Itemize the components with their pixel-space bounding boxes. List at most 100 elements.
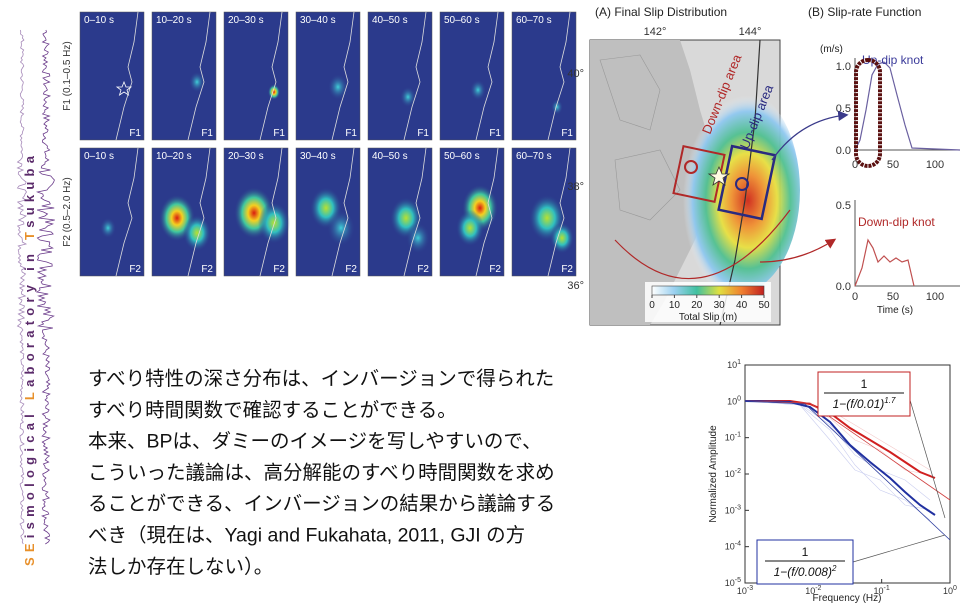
slip-blob: [189, 72, 205, 93]
tick-exp: -2: [735, 468, 741, 475]
tick-exp: -4: [735, 541, 741, 548]
lon-label: 142°: [644, 26, 667, 38]
lab-name-part: ismological: [22, 405, 37, 538]
tick-label: 10-1: [725, 432, 741, 443]
unit: (m/s): [820, 44, 843, 55]
tick-base: 10: [725, 469, 735, 479]
panel-tag: F1: [273, 128, 285, 139]
lab-name-part: aboratory in: [22, 245, 37, 387]
panel-tag: F2: [489, 264, 501, 275]
colorbar-tick-label: 40: [736, 300, 748, 311]
tick-exp: 0: [953, 585, 957, 592]
window-label: 60–70 s: [516, 151, 552, 162]
tick-label: 10-3: [725, 504, 741, 515]
tick-base: 10: [725, 578, 735, 588]
window-label: 10–20 s: [156, 151, 192, 162]
window-label: 30–40 s: [300, 151, 336, 162]
formula-denominator: 1−(f/0.008)2: [774, 564, 837, 579]
panel-tag: F2: [273, 264, 285, 275]
axes: [855, 58, 960, 150]
window-label: 60–70 s: [516, 15, 552, 26]
panel-tag: F2: [129, 264, 141, 275]
body-text: すべり特性の深さ分布は、インバージョンで得られたすべり時間関数で確認することがで…: [88, 368, 555, 578]
window-label: 50–60 s: [444, 151, 480, 162]
denominator: 1−(f/0.008): [774, 565, 832, 579]
tick-base: 10: [943, 586, 953, 596]
panel: [296, 12, 360, 140]
up-dip-curve: [855, 62, 960, 150]
slide: SEismological Laboratory in Tsukuba F1 (…: [0, 0, 971, 606]
colorbar-tick-label: 10: [669, 300, 681, 311]
panel-tag: F1: [561, 128, 573, 139]
colorbar-tick-label: 0: [649, 300, 655, 311]
panel-tag: F1: [345, 128, 357, 139]
x-tick-label: 0: [852, 159, 858, 171]
body-line: べき（現在は、Yagi and Fukahata, 2011, GJI の方: [88, 525, 525, 547]
slip-map: (A) Final Slip Distribution 142° 144° Do…: [567, 5, 800, 325]
lab-name-part: T: [22, 232, 37, 240]
x-axis-label: Frequency (Hz): [813, 593, 882, 604]
tick-exp: -3: [735, 504, 741, 511]
x-tick-label: 0: [852, 291, 858, 303]
lat-label: 40°: [567, 68, 584, 80]
slip-blob: [551, 99, 563, 115]
tick-base: 10: [727, 360, 737, 370]
row-label: F2 (0.5–2.0 Hz): [62, 177, 73, 246]
body-line: 法しか存在しない）。: [88, 556, 273, 578]
lat-label: 38°: [567, 181, 584, 193]
lab-name-part: L: [22, 392, 37, 400]
y-tick-label: 0.0: [836, 145, 851, 157]
x-tick-label: 50: [887, 291, 899, 303]
tick-label: 100: [727, 395, 741, 406]
tick-base: 10: [727, 396, 737, 406]
slip-blob: [183, 215, 211, 251]
tick-exp: -2: [815, 585, 821, 592]
panel-tag: F1: [129, 128, 141, 139]
formula-numerator: 1: [802, 545, 809, 559]
tick-label: 10-2: [725, 468, 741, 479]
y-tick-label: 0.5: [836, 103, 851, 115]
window-label: 30–40 s: [300, 15, 336, 26]
axes: [855, 200, 960, 286]
panel: [224, 12, 288, 140]
panel-tag: F2: [417, 264, 429, 275]
tick-label: 100: [943, 585, 957, 596]
lon-label: 144°: [739, 26, 762, 38]
body-line: すべり特性の深さ分布は、インバージョンで得られた: [88, 368, 554, 390]
down-dip-curve: [855, 240, 914, 286]
colorbar-tick-label: 20: [691, 300, 703, 311]
body-line: ることができる、インバージョンの結果から議論する: [88, 493, 555, 515]
window-label: 40–50 s: [372, 15, 408, 26]
x-tick-label: 50: [887, 159, 899, 171]
panel-tag: F1: [417, 128, 429, 139]
slip-blob: [400, 87, 416, 108]
tick-label: 10-4: [725, 541, 741, 552]
panel-tag: F1: [489, 128, 501, 139]
panel: [152, 12, 216, 140]
formula-numerator: 1: [861, 377, 868, 391]
panel-tag: F1: [201, 128, 213, 139]
down-dip-knot: Down-dip knot: [858, 215, 935, 229]
y-tick-label: 0.5: [836, 200, 851, 212]
colorbar: [652, 286, 764, 295]
window-label: 0–10 s: [84, 151, 114, 162]
map-title: (A) Final Slip Distribution: [595, 5, 727, 19]
tick-base: 10: [725, 542, 735, 552]
trace: [37, 30, 55, 544]
slip-blob: [268, 84, 280, 100]
y-tick-label: 1.0: [836, 61, 851, 73]
window-label: 10–20 s: [156, 15, 192, 26]
panel-tag: F2: [561, 264, 573, 275]
tick-exp: -3: [747, 585, 753, 592]
slip-blob: [456, 210, 484, 246]
tick-base: 10: [725, 505, 735, 515]
y-axis-label: Normalized Amplitude: [708, 425, 719, 523]
exponent: 1.7: [884, 396, 896, 405]
panel: [440, 12, 504, 140]
lat-label: 36°: [567, 280, 584, 292]
window-label: 40–50 s: [372, 151, 408, 162]
tick-exp: 0: [737, 395, 741, 402]
window-label: 50–60 s: [444, 15, 480, 26]
x-tick-label: 100: [926, 291, 944, 303]
